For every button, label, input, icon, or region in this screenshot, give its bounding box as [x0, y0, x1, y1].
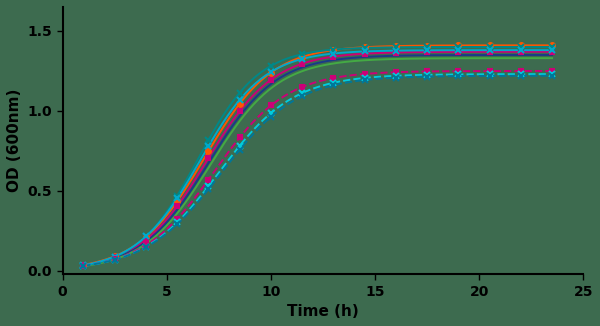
X-axis label: Time (h): Time (h) [287, 304, 359, 319]
Y-axis label: OD (600nm): OD (600nm) [7, 89, 22, 192]
